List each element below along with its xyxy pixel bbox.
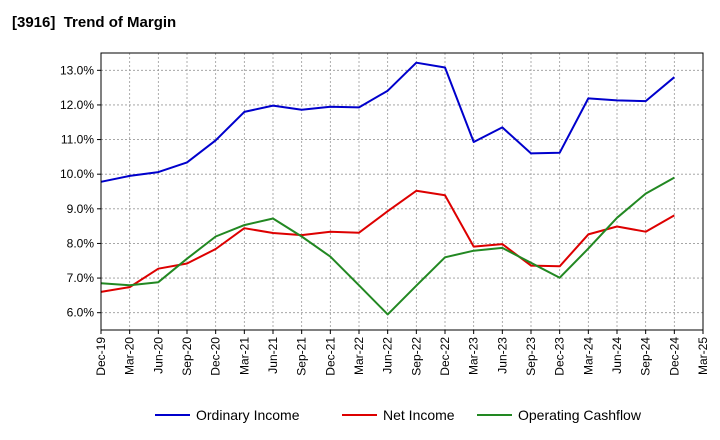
x-tick-label: Dec-19 — [94, 337, 108, 376]
y-tick-label: 12.0% — [60, 98, 94, 112]
plot-border — [100, 52, 704, 331]
series-line-ordinary-income — [100, 61, 675, 183]
x-tick-label: Mar-24 — [581, 337, 595, 375]
x-tick-label: Jun-23 — [495, 337, 509, 374]
x-tick-label: Jun-20 — [151, 337, 165, 374]
series-line-operating-cashflow — [100, 176, 675, 316]
legend-label: Net Income — [383, 407, 455, 423]
x-tick-label: Mar-23 — [467, 337, 481, 375]
x-tick-label: Sep-20 — [180, 337, 194, 376]
y-axis: 6.0% 7.0% 8.0% 9.0% 10.0% 11.0% 12.0% 13.0% — [60, 63, 101, 320]
y-tick-label: 9.0% — [67, 202, 95, 216]
chart-title: [3916] Trend of Margin — [12, 14, 177, 31]
x-tick-label: Mar-20 — [123, 337, 137, 375]
x-tick-label: Dec-22 — [438, 337, 452, 376]
y-tick-label: 11.0% — [61, 133, 94, 147]
plot-area — [101, 53, 703, 330]
series-line-net-income — [100, 189, 675, 293]
series-lines — [100, 61, 675, 316]
y-tick-label: 6.0% — [67, 306, 95, 320]
x-tick-label: Dec-21 — [323, 337, 337, 376]
x-tick-label: Sep-21 — [295, 337, 309, 376]
legend: Ordinary Income Net Income Operating Cashf… — [155, 407, 642, 423]
x-tick-label: Sep-22 — [409, 337, 423, 376]
x-tick-label: Dec-20 — [209, 337, 223, 376]
y-tick-label: 13.0% — [60, 63, 94, 77]
x-tick-label: Sep-24 — [639, 337, 653, 376]
x-tick-label: Jun-24 — [610, 337, 624, 374]
x-tick-label: Jun-21 — [266, 337, 280, 374]
y-tick-label: 7.0% — [67, 271, 95, 285]
x-tick-label: Dec-23 — [553, 337, 567, 376]
y-tick-label: 8.0% — [67, 236, 95, 250]
legend-label: Operating Cashflow — [518, 407, 642, 423]
legend-label: Ordinary Income — [196, 407, 300, 423]
x-tick-label: Dec-24 — [667, 337, 681, 376]
x-tick-label: Mar-22 — [352, 337, 366, 375]
y-tick-label: 10.0% — [60, 167, 94, 181]
x-tick-label: Mar-25 — [696, 337, 710, 375]
x-tick-label: Jun-22 — [381, 337, 395, 374]
grid-lines — [101, 53, 703, 330]
x-tick-label: Mar-21 — [237, 337, 251, 375]
x-tick-label: Sep-23 — [524, 337, 538, 376]
x-axis: Dec-19 Mar-20 Jun-20 Sep-20 Dec-20 Mar-21 Jun-… — [94, 330, 710, 376]
